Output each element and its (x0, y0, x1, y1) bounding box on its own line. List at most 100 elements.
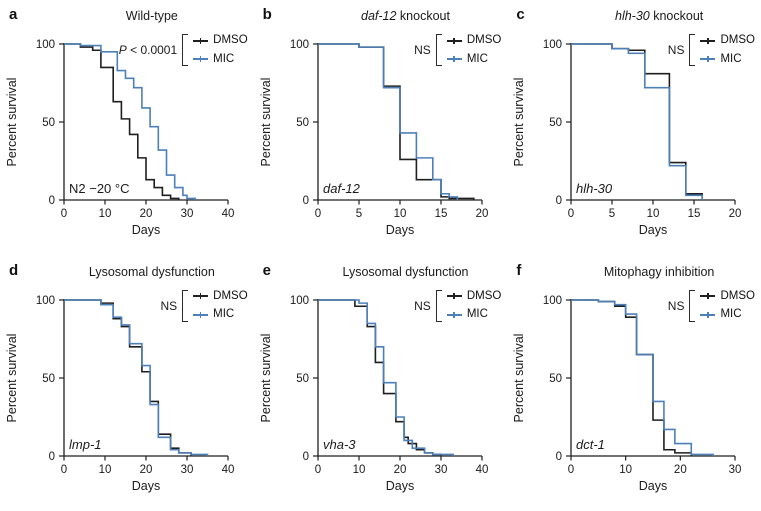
x-tick-label: 15 (688, 208, 701, 220)
y-tick-label: 0 (556, 451, 562, 463)
survival-plot: 0 50 100 0 10 20 30 40 Percent survival Days lmp-1 (5, 295, 234, 493)
panel-title: Lysosomal dysfunction (306, 265, 506, 279)
axis-y-label: Percent survival (259, 78, 273, 167)
legend-entries: DMSO MIC (446, 290, 502, 321)
dmso-survival-curve (64, 43, 180, 200)
panel-letter: f (516, 261, 522, 279)
significance-segment: NS (667, 43, 685, 57)
y-tick-label: 0 (556, 195, 562, 207)
panel-letter: a (9, 6, 18, 23)
y-tick-label: 50 (42, 117, 55, 129)
legend-label: MIC (720, 52, 742, 65)
axis-y-label: Percent survival (5, 333, 19, 422)
mic-line-sample (193, 56, 209, 63)
significance-segment: NS (160, 298, 178, 313)
y-tick-label: 0 (49, 451, 55, 463)
y-tick-label: 50 (296, 117, 309, 129)
legend-entry-dmso: DMSO (446, 34, 502, 47)
mic-survival-curve (571, 298, 715, 456)
dmso-line-sample (700, 37, 716, 44)
legend: NS DMSO MIC (668, 34, 755, 66)
legend-entries: DMSO MIC (700, 34, 755, 66)
legend-label: MIC (213, 308, 235, 320)
panel-e: e Lysosomal dysfunction NS DMSO MIC 0 50 100 0 10… (254, 256, 508, 511)
censor-tick-icon (199, 56, 202, 63)
axes (63, 298, 228, 457)
x-tick-label: 10 (647, 208, 660, 220)
significance-label: NS (668, 299, 685, 313)
panel-letter: e (262, 261, 271, 279)
censor-tick-icon (453, 37, 456, 44)
legend-label: MIC (466, 52, 488, 65)
x-tick-label: 20 (140, 208, 153, 220)
significance-segment: NS (414, 43, 431, 57)
axes (570, 43, 736, 201)
axis-x-label: Days (639, 223, 667, 237)
x-tick-label: 20 (674, 464, 687, 476)
axes (317, 298, 482, 457)
panel-d: d Lysosomal dysfunction NS DMSO MIC 0 50 100 0 10… (0, 256, 254, 511)
mic-line-sample (700, 56, 716, 63)
axis-x-label: Days (639, 479, 667, 493)
inner-strain-label: hlh-30 (576, 181, 613, 196)
x-tick-label: 0 (568, 464, 574, 476)
legend-label: MIC (213, 52, 235, 65)
inner-strain-label: lmp-1 (69, 437, 102, 452)
survival-plot: 0 50 100 0 10 20 30 40 Percent survival Days vha-3 (259, 295, 488, 493)
panel-title: Wild-type (52, 9, 252, 23)
panel-b: b daf-12 knockout NS DMSO MIC 0 50 100 0 5 10 15 20 P… (254, 0, 508, 256)
legend: NS DMSO MIC (414, 289, 502, 322)
x-tick-label: 40 (222, 208, 235, 220)
legend-entry-mic: MIC (446, 52, 502, 66)
x-tick-label: 20 (393, 464, 406, 476)
y-tick-label: 100 (36, 295, 55, 307)
x-tick-label: 5 (355, 208, 361, 220)
panel-title: daf-12 knockout (306, 9, 506, 23)
legend-label: MIC (720, 308, 742, 320)
legend-entries: DMSO MIC (193, 34, 248, 65)
panel-title: Lysosomal dysfunction (52, 265, 252, 279)
legend-label: DMSO (466, 34, 502, 46)
panel-f: f Mitophagy inhibition NS DMSO MIC 0 50 100 0 10 2… (507, 256, 761, 511)
legend-entry-mic: MIC (700, 52, 755, 66)
x-tick-label: 40 (475, 464, 488, 476)
panel-title-segment: knockout (396, 9, 450, 23)
mic-line-sample (193, 311, 209, 318)
panel-title-segment: knockout (649, 9, 704, 23)
axis-y-label: Percent survival (5, 78, 19, 167)
legend-entry-dmso: DMSO (446, 290, 501, 303)
significance-segment: NS (414, 298, 431, 313)
x-tick-label: 30 (181, 464, 194, 476)
survival-plot: 0 50 100 0 5 10 15 20 Percent survival Days daf-12 (259, 39, 488, 237)
x-tick-label: 20 (729, 208, 742, 220)
dmso-survival-curve (571, 43, 704, 200)
mic-survival-curve (317, 298, 454, 456)
mic-line-sample (446, 56, 462, 63)
x-tick-label: 0 (314, 208, 320, 220)
survival-plot: 0 50 100 0 10 20 30 40 Percent survival Days N2 −2… (5, 39, 235, 237)
y-tick-label: 100 (289, 39, 308, 51)
x-tick-label: 10 (393, 208, 406, 220)
legend-bracket (689, 34, 696, 66)
legend: P < 0.0001 DMSO MIC (119, 34, 248, 66)
legend-entry-mic: MIC (446, 308, 502, 321)
x-tick-label: 0 (314, 464, 320, 476)
dmso-line-sample (193, 293, 209, 300)
axis-y-label: Percent survival (512, 333, 526, 422)
y-tick-label: 100 (36, 39, 55, 51)
legend-label: DMSO (213, 289, 248, 302)
censor-tick-icon (706, 56, 709, 63)
legend-label: DMSO (213, 34, 248, 46)
x-tick-label: 10 (99, 208, 112, 220)
mic-line-sample (700, 311, 716, 318)
censor-tick-icon (453, 311, 456, 318)
legend-bracket (182, 289, 189, 322)
legend-entry-dmso: DMSO (193, 34, 248, 47)
x-tick-label: 20 (475, 208, 488, 220)
mic-line-sample (446, 311, 462, 318)
legend-bracket (182, 34, 189, 66)
legend-bracket (435, 34, 442, 66)
mic-survival-curve (571, 43, 704, 200)
axis-y-label: Percent survival (512, 78, 526, 167)
